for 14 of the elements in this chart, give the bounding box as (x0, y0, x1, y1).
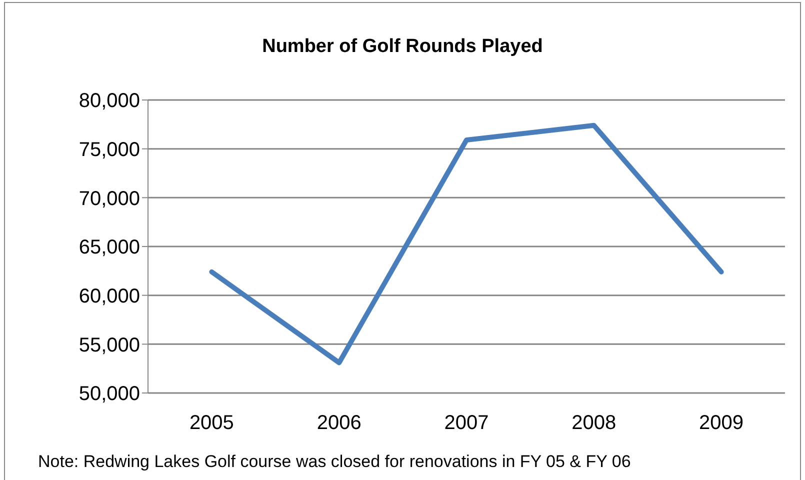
y-tick-label: 80,000 (78, 90, 140, 112)
x-tick-label: 2006 (316, 412, 362, 434)
y-tick-label: 55,000 (78, 334, 140, 356)
y-tick-label: 50,000 (78, 383, 140, 406)
x-tick-label: 2008 (572, 412, 616, 434)
y-tick-label: 75,000 (78, 138, 140, 161)
y-tick-label: 70,000 (78, 188, 140, 210)
x-tick-label: 2009 (699, 412, 744, 434)
y-tick-label: 65,000 (78, 236, 140, 259)
text: Note: Redwing Lakes Golf course was closed for renovations in FY 05 & FY 06 (38, 452, 631, 472)
y-tick-label: 60,000 (78, 285, 140, 308)
x-tick-label: 2005 (189, 412, 234, 434)
x-tick-label: 2007 (444, 412, 489, 434)
chart-title: Number of Golf Rounds Played (261, 36, 544, 58)
